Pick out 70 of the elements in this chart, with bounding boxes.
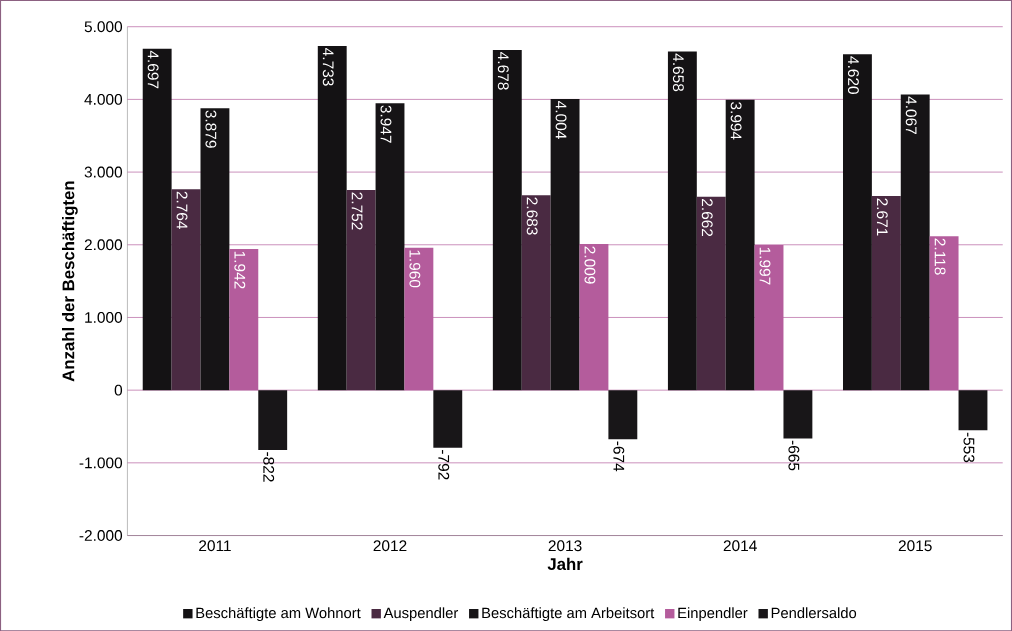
- data-label: 4.004: [555, 100, 567, 139]
- data-label: 2.118: [934, 238, 946, 275]
- bar: [871, 195, 901, 390]
- data-label: 2.683: [526, 197, 538, 235]
- data-label: 1.942: [234, 251, 246, 289]
- bar: [900, 94, 930, 390]
- data-label: 2.671: [876, 198, 888, 236]
- x-tick-label: 2012: [373, 540, 407, 552]
- x-axis-title: Jahr: [547, 557, 583, 570]
- y-tick-label: 0: [114, 384, 123, 396]
- bar: [667, 51, 697, 390]
- bar: [433, 389, 463, 448]
- data-label: 4.067: [905, 96, 917, 134]
- data-label: 4.620: [847, 56, 859, 94]
- y-tick-label: 2.000: [84, 239, 123, 251]
- data-label: -553: [963, 432, 975, 462]
- bar: [521, 194, 551, 390]
- bar: [346, 189, 376, 390]
- legend-label: Einpendler: [678, 607, 748, 621]
- data-label: 4.733: [322, 47, 334, 86]
- bar: [492, 49, 522, 390]
- bar: [783, 389, 813, 439]
- x-tick-label: 2014: [723, 540, 757, 552]
- data-label: 2.752: [351, 192, 363, 230]
- bar: [579, 243, 609, 390]
- bar: [725, 99, 755, 390]
- bar: [929, 236, 959, 390]
- y-axis-title: Anzahl der Beschäftigten: [62, 181, 78, 382]
- y-tick-label: 5.000: [84, 21, 123, 32]
- bar: [229, 248, 259, 390]
- bar: [696, 196, 726, 390]
- data-label: -665: [788, 440, 800, 471]
- legend-label: Beschäftigte am Wohnort: [196, 607, 361, 621]
- bar: [608, 389, 638, 439]
- x-tick-label: 2011: [199, 540, 231, 552]
- data-label: -674: [613, 441, 625, 472]
- bar: [171, 189, 201, 390]
- data-label: 2.662: [701, 198, 713, 236]
- data-label: -822: [263, 452, 275, 482]
- data-label: 4.697: [147, 50, 159, 89]
- bar: [958, 389, 988, 431]
- y-tick-label: -1.000: [79, 457, 123, 469]
- data-label: 2.009: [584, 246, 596, 284]
- y-tick-label: 1.000: [85, 311, 123, 323]
- bar: [258, 389, 288, 450]
- data-label: 3.947: [380, 105, 392, 143]
- data-label: 4.678: [497, 51, 509, 90]
- bar: [317, 45, 347, 390]
- data-label: 1.997: [759, 247, 771, 285]
- bar: [404, 247, 434, 390]
- bar: [200, 108, 230, 390]
- data-label: 4.658: [672, 53, 684, 91]
- bar: [375, 103, 405, 390]
- data-label: 2.764: [176, 191, 188, 229]
- legend-label: Beschäftigte am Arbeitsort: [482, 607, 655, 621]
- x-tick-label: 2015: [898, 540, 932, 552]
- legend-label: Pendlersaldo: [771, 607, 857, 618]
- y-tick-label: 4.000: [84, 93, 123, 105]
- legend-label: Auspendler: [383, 607, 459, 621]
- data-label: 1.960: [409, 250, 421, 288]
- y-tick-label: -2.000: [79, 529, 123, 541]
- data-label: -792: [438, 449, 450, 480]
- data-label: 3.879: [205, 110, 217, 148]
- bar: [142, 48, 172, 390]
- bar: [843, 54, 872, 390]
- bar: [754, 244, 784, 390]
- bar: [550, 98, 580, 390]
- x-tick-label: 2013: [548, 540, 582, 552]
- y-tick-label: 3.000: [84, 166, 123, 178]
- data-label: 3.994: [730, 101, 742, 140]
